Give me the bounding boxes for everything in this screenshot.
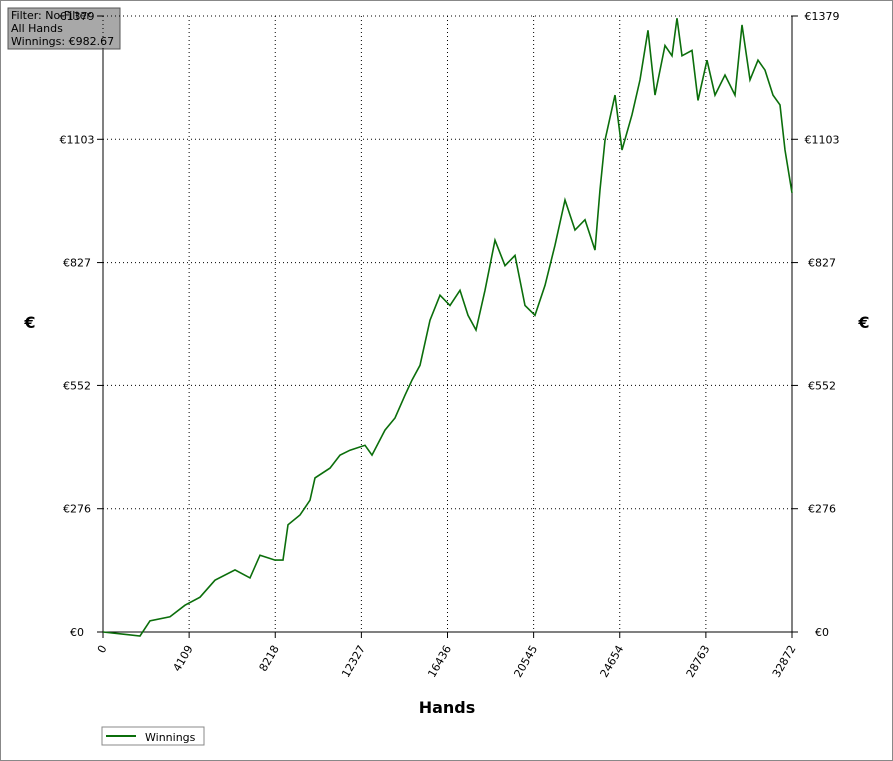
y2-tick-label: €1379 [805, 10, 840, 23]
y2-axis-label: € [857, 313, 869, 332]
y2-tick-label: €1103 [805, 133, 840, 146]
y-tick-label: €1379 [60, 10, 95, 23]
y2-tick-label: €827 [808, 257, 836, 270]
y-tick-label: €276 [63, 503, 91, 516]
x-axis-label: Hands [419, 698, 476, 717]
y2-tick-label: €0 [815, 626, 829, 639]
info-box [7, 7, 121, 50]
y-tick-label: €552 [63, 379, 91, 392]
info-line: All Hands [11, 22, 63, 35]
info-line: Winnings: €982.67 [11, 35, 114, 48]
legend-label: Winnings [145, 731, 196, 744]
legend [101, 726, 205, 746]
series-line [102, 18, 793, 637]
y-axis-label: € [23, 313, 35, 332]
y-tick-label: €0 [70, 626, 84, 639]
y-tick-label: €1103 [60, 133, 95, 146]
info-line: Filter: No Filter [11, 9, 91, 22]
y2-tick-label: €276 [808, 503, 836, 516]
y2-tick-label: €552 [808, 379, 836, 392]
y-tick-label: €827 [63, 257, 91, 270]
